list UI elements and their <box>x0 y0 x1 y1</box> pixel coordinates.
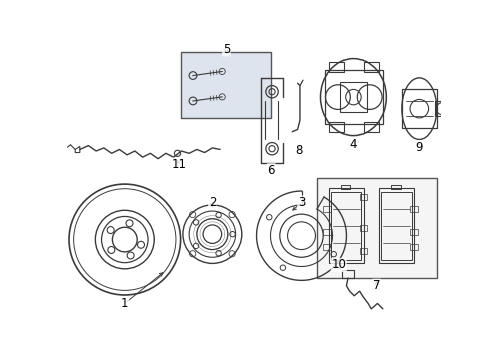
Bar <box>317 178 437 278</box>
Bar <box>381 192 412 260</box>
Text: 8: 8 <box>295 144 303 157</box>
Text: 3: 3 <box>298 196 305 209</box>
Bar <box>342 270 354 278</box>
Text: 11: 11 <box>172 158 187 171</box>
Text: 9: 9 <box>416 141 423 154</box>
Bar <box>340 82 368 112</box>
Text: 6: 6 <box>268 164 275 177</box>
Text: 4: 4 <box>350 138 357 151</box>
Bar <box>329 188 364 264</box>
Text: 5: 5 <box>222 43 230 56</box>
Bar <box>435 101 449 116</box>
Bar <box>379 188 414 264</box>
Text: 10: 10 <box>331 258 346 271</box>
Bar <box>331 192 361 260</box>
Text: 2: 2 <box>209 196 216 209</box>
Text: 1: 1 <box>121 297 128 310</box>
Text: 7: 7 <box>373 279 380 292</box>
Bar <box>181 53 270 118</box>
